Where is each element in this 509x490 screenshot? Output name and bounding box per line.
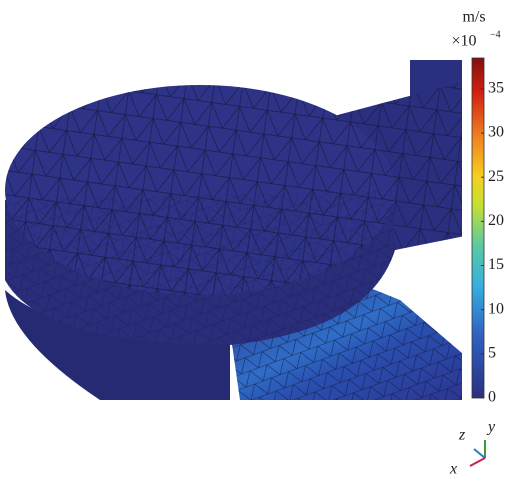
colorbar-tick-label: 10: [488, 300, 504, 317]
colorbar: [472, 58, 484, 398]
colorbar-tick-label: 0: [488, 389, 496, 406]
colorbar-tick-label: 30: [488, 124, 504, 141]
colorbar-tick-label: 5: [488, 345, 496, 362]
colorbar-tick-label: 25: [488, 168, 504, 185]
axis-x-label: x: [449, 461, 457, 478]
scene: m/s ×10 −4 y z x 0 5 10 15 20 25 30 35: [0, 0, 509, 485]
multiplier: ×10: [451, 33, 476, 50]
mesh-model: [5, 60, 470, 400]
axis-y-label: y: [486, 419, 496, 436]
axis-z-label: z: [458, 427, 466, 444]
exponent: −4: [490, 29, 501, 40]
colorbar-tick-label: 35: [488, 80, 504, 97]
colorbar-tick-label: 15: [488, 256, 504, 273]
colorbar-tick-label: 20: [488, 212, 504, 229]
unit: m/s: [462, 9, 485, 26]
axis-triad: y z x: [449, 419, 496, 478]
